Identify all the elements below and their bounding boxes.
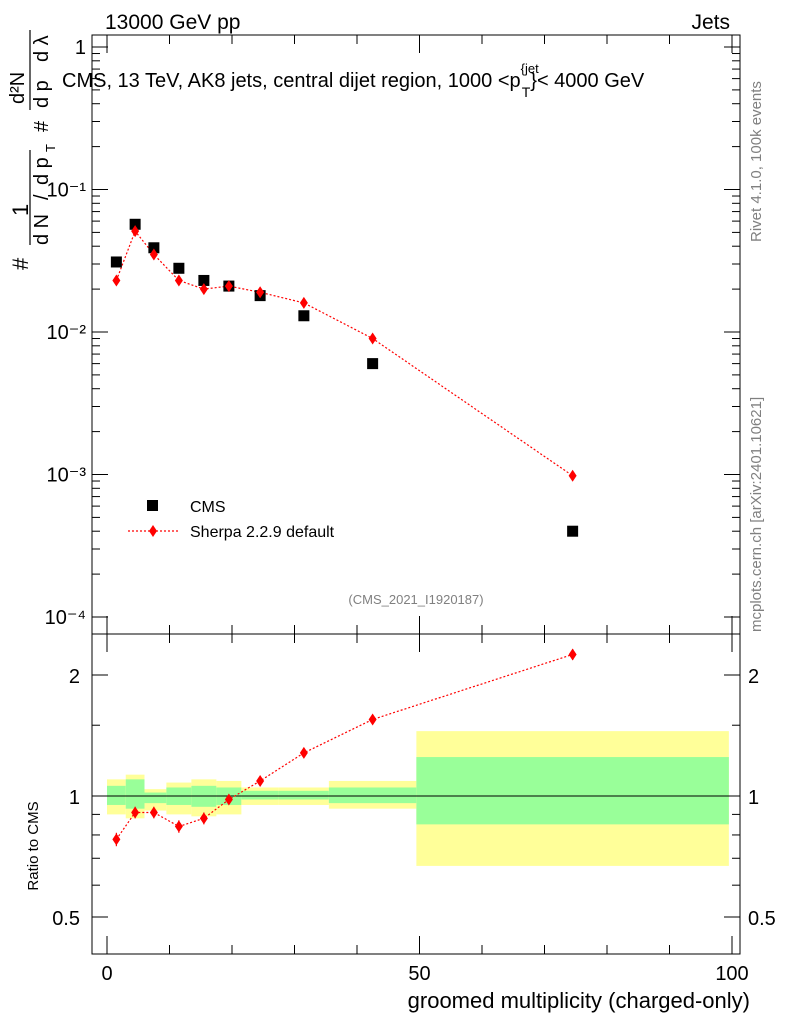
sherpa-line — [115, 229, 573, 477]
ratio-ylabel: Ratio to CMS — [25, 801, 42, 890]
ratio-sherpa-point — [199, 812, 208, 825]
ratio-sherpa-point — [131, 806, 140, 819]
ylabel-d2N: d²N — [7, 72, 29, 104]
ylabel-one: 1 — [8, 204, 33, 216]
cms-point — [110, 256, 122, 268]
ratio-xlabel: groomed multiplicity (charged-only) — [408, 988, 750, 1013]
sherpa-point — [368, 332, 377, 345]
series-lines — [115, 229, 573, 840]
ratio-ytick-label-left-1: 1 — [69, 787, 80, 809]
plot-title: CMS, 13 TeV, AK8 jets, central dijet reg… — [62, 61, 645, 100]
ratio-ytick-label-right-1: 1 — [748, 787, 759, 809]
ratio-xtick-label-1: 50 — [408, 963, 430, 985]
ratio-ytick-label-left-2: 2 — [69, 666, 80, 688]
ratio-ytick-label-right-2: 2 — [748, 666, 759, 688]
sherpa-point — [131, 225, 140, 238]
ylabel-slash: / — [31, 194, 53, 200]
legend-sherpa-label: Sherpa 2.2.9 default — [190, 524, 335, 541]
ratio-plot-frame — [91, 633, 741, 955]
band-green-6 — [241, 790, 279, 800]
ratio-ytick-label-left-0: 0.5 — [52, 908, 80, 930]
ratio-sherpa-point — [368, 713, 377, 726]
ratio-sherpa-point — [256, 774, 265, 787]
legend-sherpa-marker — [149, 525, 157, 537]
band-green-7 — [278, 790, 329, 800]
ratio-sherpa-point — [174, 820, 183, 833]
main-ytick-label-2: 10⁻² — [47, 322, 87, 344]
sherpa-point — [224, 280, 233, 293]
ratio-bands — [107, 731, 729, 866]
band-green-0 — [107, 785, 126, 805]
cms-point — [367, 358, 379, 370]
main-ylabel: # 1 d N / d p T # d²N d p d λ — [7, 30, 58, 270]
ratio-sherpa-point — [568, 648, 577, 661]
sherpa-point — [299, 296, 308, 309]
ratio-sherpa-point — [224, 793, 233, 806]
sherpa-point — [199, 283, 208, 296]
main-ytick-label-4: 10⁻⁴ — [45, 607, 86, 629]
ylabel-hash-2: # — [31, 120, 53, 132]
axes: 1 10⁻¹ 10⁻² 10⁻³ 10⁻⁴ 0.5 0.5 1 1 2 2 0 50 100 — [45, 35, 776, 985]
sherpa-point — [568, 469, 577, 482]
ratio-ytick-label-right-0: 0.5 — [748, 908, 776, 930]
cms-point — [198, 274, 210, 286]
ylabel-dpT: d p — [31, 80, 53, 108]
main-ytick-label-1: 10⁻¹ — [47, 180, 87, 202]
band-green-2 — [144, 792, 167, 804]
sherpa-point — [112, 274, 121, 287]
cms-point — [567, 525, 579, 537]
sherpa-point — [174, 274, 183, 287]
cms-point — [173, 262, 185, 274]
cms-point — [298, 310, 310, 322]
ratio-xtick-label-0: 0 — [101, 963, 112, 985]
cms-point — [129, 218, 141, 230]
cms-point — [148, 242, 160, 254]
ratio-xtick-label-2: 100 — [715, 963, 748, 985]
legend: CMS Sherpa 2.2.9 default — [128, 499, 335, 541]
main-ytick-label-3: 10⁻³ — [47, 465, 87, 487]
ratio-sherpa-line — [115, 653, 573, 840]
legend-cms-marker — [147, 500, 158, 511]
main-plot-frame — [91, 34, 741, 635]
band-green-1 — [125, 779, 145, 809]
band-green-9 — [416, 757, 729, 825]
main-ytick-label-0: 1 — [75, 37, 86, 59]
ylabel-dN: d N — [31, 214, 53, 245]
energy-label: 13000 GeV pp — [105, 11, 240, 34]
ratio-sherpa-point — [112, 833, 121, 846]
ratio-sherpa-point — [149, 806, 158, 819]
sherpa-point — [256, 286, 265, 299]
category-label: Jets — [691, 11, 730, 34]
sherpa-point — [149, 248, 158, 261]
legend-cms-label: CMS — [190, 499, 226, 516]
data-points — [110, 218, 579, 847]
side-mcplots-label: mcplots.cern.ch [arXiv:2401.10621] — [748, 397, 765, 632]
ylabel-hash: # — [8, 257, 33, 270]
analysis-id: (CMS_2021_I1920187) — [348, 592, 483, 607]
side-rivet-label: Rivet 4.1.0, 100k events — [748, 81, 765, 242]
band-green-8 — [328, 787, 417, 804]
ratio-sherpa-point — [299, 746, 308, 759]
ylabel-dp: d p — [31, 157, 53, 185]
ylabel-dl: d λ — [31, 35, 53, 62]
ylabel-t-sub: T — [43, 144, 58, 152]
